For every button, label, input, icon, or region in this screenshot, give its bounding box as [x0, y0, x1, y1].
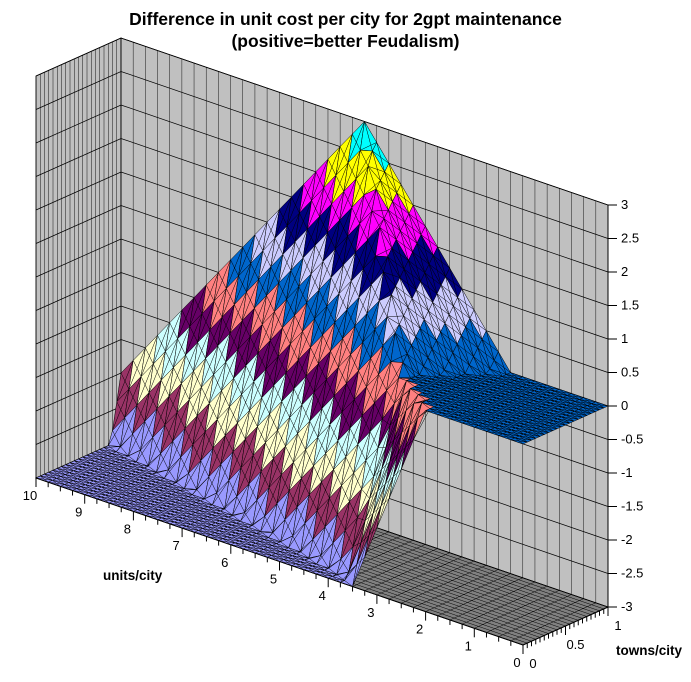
z-axis-tick-label: -1.5	[621, 499, 643, 514]
towns-axis-title: towns/city	[616, 643, 683, 658]
z-axis-tick-label: 1.5	[621, 298, 639, 313]
towns-axis-tick-label: 1	[614, 618, 621, 633]
units-axis-tick-label: 10	[23, 488, 37, 503]
units-axis-tick-label: 8	[124, 521, 131, 536]
z-axis-tick-label: -1	[621, 465, 633, 480]
z-axis-tick-label: -3	[621, 599, 633, 614]
units-axis-title: units/city	[103, 568, 163, 583]
units-axis-tick-label: 7	[172, 538, 179, 553]
z-axis-tick-label: -2.5	[621, 566, 643, 581]
z-axis-tick-label: 0.5	[621, 365, 639, 380]
units-axis-tick-label: 0	[513, 655, 520, 670]
z-axis-tick-label: 2.5	[621, 231, 639, 246]
units-axis-tick-label: 4	[319, 588, 326, 603]
z-axis-tick-label: 1	[621, 331, 628, 346]
units-axis-tick-label: 2	[416, 622, 423, 637]
z-axis-tick-label: -2	[621, 532, 633, 547]
z-axis: 3 2.5 2 1.5 1 0.5 0 -0.5 -1 -1.5 -2 -2.5 -3	[607, 197, 643, 614]
z-axis-tick-label: 2	[621, 264, 628, 279]
z-axis-tick-label: -0.5	[621, 432, 643, 447]
units-axis-tick-label: 9	[75, 505, 82, 520]
z-axis-tick-label: 0	[621, 398, 628, 413]
units-axis-tick-label: 6	[221, 555, 228, 570]
units-axis-tick-label: 5	[270, 572, 277, 587]
chart-title-line1: Difference in unit cost per city for 2gp…	[129, 9, 562, 29]
towns-axis-tick-label: 0	[529, 656, 536, 671]
towns-axis-tick-label: 0.5	[566, 637, 584, 652]
units-axis-tick-label: 3	[367, 605, 374, 620]
z-axis-tick-label: 3	[621, 197, 628, 212]
surface-mesh	[35, 121, 609, 587]
chart-title-line2: (positive=better Feudalism)	[231, 31, 460, 51]
units-axis-tick-label: 1	[465, 638, 472, 653]
